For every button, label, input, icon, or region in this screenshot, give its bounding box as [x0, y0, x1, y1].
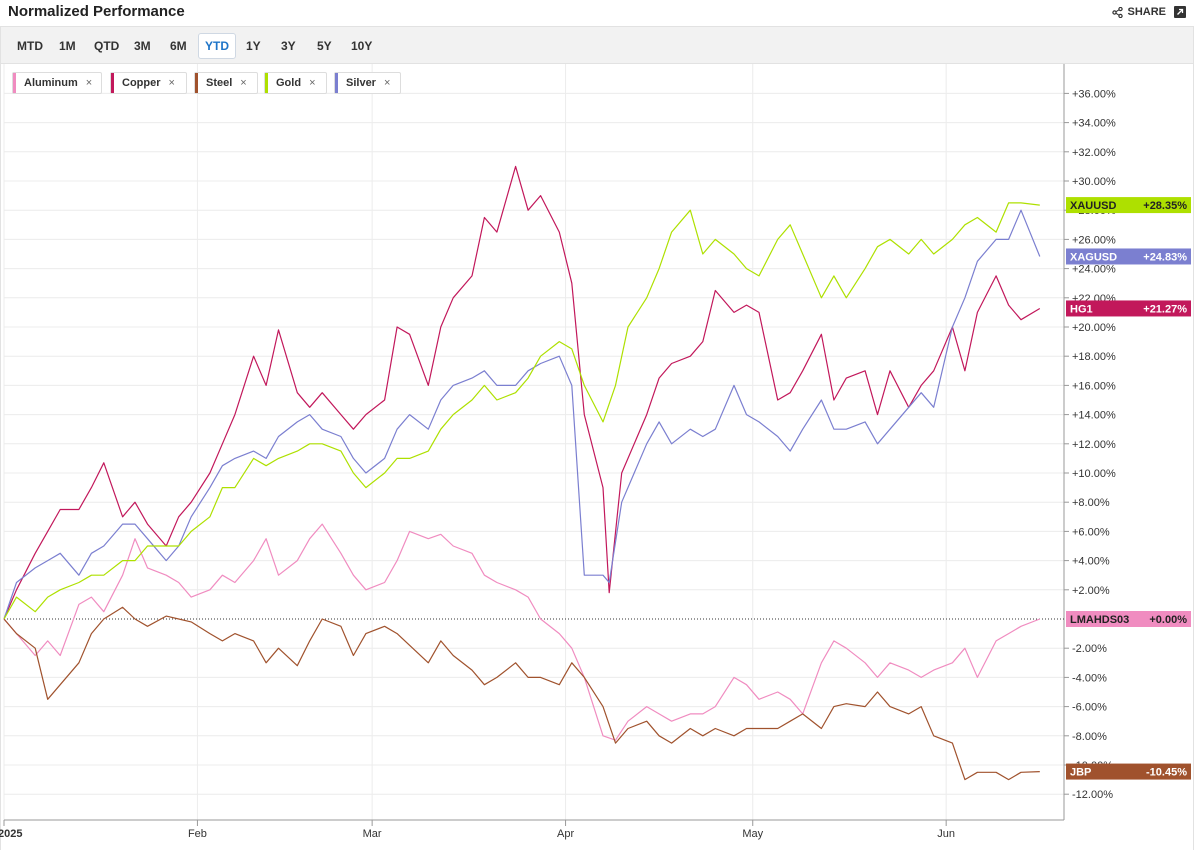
remove-series-icon[interactable]: ×	[309, 77, 316, 89]
x-tick-label: May	[742, 828, 763, 840]
legend-swatch	[265, 73, 268, 93]
x-tick-label: 2025	[0, 828, 22, 840]
series-line-gold	[3, 202, 1040, 620]
series-tag-ticker: LMAHDS03	[1070, 614, 1129, 626]
series-tag-bg	[1066, 248, 1191, 265]
chart-title: Normalized Performance	[8, 3, 185, 20]
timeframe-qtd[interactable]: QTD	[94, 39, 120, 53]
x-tick-label: Mar	[363, 828, 382, 840]
series-tag-bg	[1066, 611, 1191, 627]
legend-swatch	[195, 73, 198, 93]
y-tick-label: -12.00%	[1072, 789, 1113, 801]
remove-series-icon[interactable]: ×	[168, 77, 175, 89]
y-tick-label: +16.00%	[1072, 380, 1116, 392]
y-tick-label: +26.00%	[1072, 234, 1116, 246]
timeframe-1m[interactable]: 1M	[59, 39, 76, 53]
series-tag-ticker: JBP	[1070, 767, 1091, 779]
share-icon	[1112, 6, 1124, 18]
chart-header: Normalized Performance SHARE	[0, 0, 1198, 26]
remove-series-icon[interactable]: ×	[383, 77, 391, 89]
series-line-silver	[3, 209, 1041, 620]
y-tick-label: +34.00%	[1072, 118, 1116, 130]
share-button[interactable]: SHARE	[1112, 6, 1166, 18]
series-tag-bg	[1066, 197, 1191, 214]
timeframe-1y[interactable]: 1Y	[246, 39, 261, 53]
legend-label: Steel	[206, 77, 233, 89]
series-tag-value: -10.45%	[1146, 767, 1187, 779]
y-tick-label: +12.00%	[1072, 439, 1116, 451]
y-tick-label: -2.00%	[1072, 643, 1107, 655]
legend-label: Gold	[276, 77, 302, 89]
series-tag-value: +0.00%	[1149, 614, 1187, 626]
y-tick-label: +20.00%	[1072, 322, 1116, 334]
y-tick-label: +36.00%	[1072, 88, 1116, 100]
series-line-aluminum	[3, 523, 1041, 741]
series-tag-ticker: XAUUSD	[1070, 200, 1117, 212]
legend-item-silver[interactable]: Silver ×	[334, 72, 401, 94]
series-tag-ticker: HG1	[1070, 303, 1093, 315]
series-tag-ticker: XAGUSD	[1070, 251, 1117, 263]
y-tick-label: +2.00%	[1072, 585, 1110, 597]
x-tick-label: Jun	[937, 828, 955, 840]
series-line-steel	[3, 606, 1040, 781]
y-tick-label: +4.00%	[1072, 556, 1110, 568]
timeframe-mtd[interactable]: MTD	[17, 39, 43, 53]
timeframe-3y[interactable]: 3Y	[281, 39, 296, 53]
y-tick-label: +18.00%	[1072, 351, 1116, 363]
series-tag-bg	[1066, 300, 1191, 317]
series-tag-bg	[1066, 763, 1191, 780]
remove-series-icon[interactable]: ×	[85, 77, 93, 89]
timeframe-10y[interactable]: 10Y	[351, 39, 373, 53]
y-tick-label: -6.00%	[1072, 702, 1107, 714]
legend-item-copper[interactable]: Copper ×	[110, 72, 187, 94]
timeframe-6m[interactable]: 6M	[170, 39, 187, 53]
y-tick-label: -4.00%	[1072, 672, 1107, 684]
x-tick-label: Feb	[188, 828, 207, 840]
series-line-copper	[3, 165, 1041, 620]
y-tick-label: +14.00%	[1072, 410, 1116, 422]
share-label: SHARE	[1127, 6, 1166, 18]
series-tag-copper: HG1 +21.27%	[1066, 300, 1191, 317]
timeframe-ytd[interactable]: YTD	[198, 33, 236, 59]
legend-label: Copper	[122, 77, 161, 89]
remove-series-icon[interactable]: ×	[240, 77, 247, 89]
series-tag-silver: XAGUSD +24.83%	[1066, 248, 1191, 265]
legend-item-aluminum[interactable]: Aluminum ×	[12, 72, 102, 94]
chart-area	[0, 64, 1194, 850]
expand-icon[interactable]	[1174, 6, 1186, 18]
series-tag-value: +21.27%	[1143, 303, 1187, 315]
legend-item-steel[interactable]: Steel ×	[194, 72, 258, 94]
timeframe-toolbar: MTD 1M QTD 3M 6M YTD 1Y 3Y 5Y 10Y	[0, 26, 1194, 64]
legend-swatch	[111, 73, 114, 93]
series-tag-gold: XAUUSD +28.35%	[1066, 197, 1191, 214]
series-tag-value: +24.83%	[1143, 251, 1187, 263]
y-tick-label: +32.00%	[1072, 147, 1116, 159]
y-tick-label: +24.00%	[1072, 264, 1116, 276]
x-tick-label: Apr	[557, 828, 574, 840]
series-tag-value: +28.35%	[1143, 200, 1187, 212]
y-tick-label: +30.00%	[1072, 176, 1116, 188]
legend-item-gold[interactable]: Gold ×	[264, 72, 327, 94]
legend-swatch	[335, 73, 338, 93]
timeframe-3m[interactable]: 3M	[134, 39, 151, 53]
series-tag-aluminum: LMAHDS03 +0.00%	[1066, 611, 1191, 627]
legend-label: Aluminum	[24, 77, 78, 89]
y-tick-label: -8.00%	[1072, 731, 1107, 743]
legend-swatch	[13, 73, 16, 93]
series-tag-steel: JBP -10.45%	[1066, 763, 1191, 780]
legend-label: Silver	[346, 77, 376, 89]
timeframe-5y[interactable]: 5Y	[317, 39, 332, 53]
y-tick-label: +6.00%	[1072, 526, 1110, 538]
y-tick-label: +8.00%	[1072, 497, 1110, 509]
y-tick-label: +10.00%	[1072, 468, 1116, 480]
